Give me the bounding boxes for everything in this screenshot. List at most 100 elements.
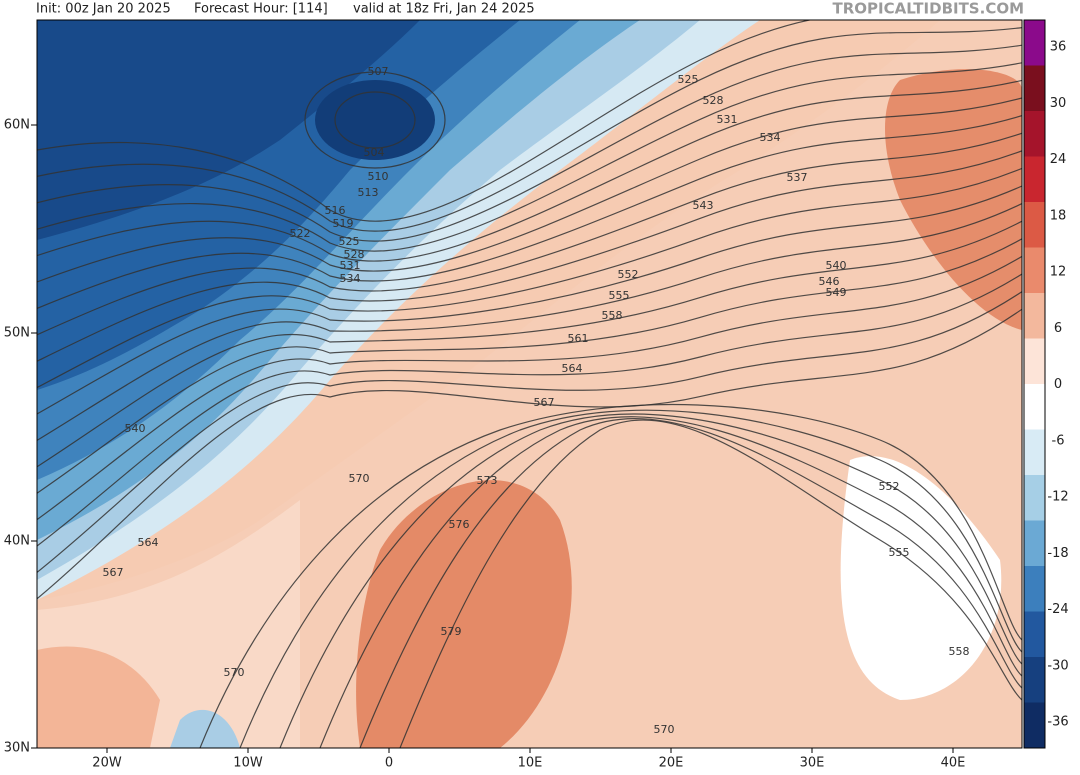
contour-label: 540 xyxy=(826,259,847,272)
colorbar-swatch xyxy=(1024,475,1045,521)
contour-label: 558 xyxy=(949,645,970,658)
contour-label: 564 xyxy=(562,362,583,375)
contour-line xyxy=(399,419,1022,748)
contour-line xyxy=(37,44,1022,242)
contour-label: 558 xyxy=(602,309,623,322)
contour-label: 549 xyxy=(826,286,847,299)
contour-label: 552 xyxy=(618,268,639,281)
colorbar-label: 36 xyxy=(1050,40,1067,55)
contour-label: 561 xyxy=(568,332,589,345)
contour-line xyxy=(319,416,1022,748)
contour-label: 570 xyxy=(349,472,370,485)
contour-line xyxy=(37,220,1022,468)
lon-label: 10W xyxy=(233,756,263,771)
contour-label: 507 xyxy=(368,65,389,78)
watermark: TROPICALTIDBITS.COM xyxy=(833,0,1025,18)
init-text: Init: 00z Jan 20 2025 xyxy=(36,2,171,17)
colorbar-swatch xyxy=(1024,111,1045,157)
colorbar-label: 6 xyxy=(1054,321,1062,336)
valid-text: valid at 18z Fri, Jan 24 2025 xyxy=(353,2,535,17)
contour-label: 525 xyxy=(339,235,360,248)
contour-line xyxy=(37,150,1022,362)
contour-line xyxy=(37,255,1022,521)
lon-label: 40E xyxy=(941,756,966,771)
contour-line xyxy=(37,185,1022,415)
colorbar-label: 12 xyxy=(1050,265,1067,280)
contour-label: 546 xyxy=(819,275,840,288)
lon-label: 20W xyxy=(92,756,122,771)
colorbar-label: 24 xyxy=(1050,152,1067,167)
colorbar-swatch xyxy=(1024,65,1045,112)
lon-label: 10E xyxy=(518,756,543,771)
contour-label: 528 xyxy=(703,94,724,107)
contour-label: 534 xyxy=(760,131,781,144)
contour-label: 576 xyxy=(449,518,470,531)
contour-line xyxy=(239,409,1022,748)
colorbar-swatch xyxy=(1024,293,1045,339)
contour-line xyxy=(37,203,1022,441)
colorbar-swatch xyxy=(1024,429,1045,476)
contour-line xyxy=(37,27,1022,232)
contour-line xyxy=(37,97,1022,283)
colorbar-label: 18 xyxy=(1050,208,1067,223)
map-area: 5075045105135165195225255285315345255285… xyxy=(37,20,1022,748)
lon-label: 20E xyxy=(659,756,684,771)
colorbar-label: 30 xyxy=(1050,96,1067,111)
colorbar-label: -36 xyxy=(1047,715,1068,730)
contour-line xyxy=(359,418,1022,748)
contour-label: 552 xyxy=(879,480,900,493)
contour-label: 504 xyxy=(364,146,385,159)
contour-label: 579 xyxy=(441,625,462,638)
contour-line xyxy=(334,91,416,149)
contour-line xyxy=(37,167,1022,389)
contour-label: 522 xyxy=(290,227,311,240)
contour-label: 570 xyxy=(654,723,675,736)
contour-label: 564 xyxy=(138,536,159,549)
contour-label: 531 xyxy=(340,259,361,272)
contour-line xyxy=(37,308,1022,600)
contour-label: 534 xyxy=(340,272,361,285)
colorbar-swatch xyxy=(1024,202,1045,248)
colorbar-swatch xyxy=(1024,247,1045,294)
colorbar-label: -24 xyxy=(1047,602,1068,617)
contour-line xyxy=(37,273,1022,547)
contour-label: 528 xyxy=(344,248,365,261)
contour-line xyxy=(37,238,1022,494)
lat-label: 50N xyxy=(4,326,30,341)
contour-line xyxy=(279,413,1022,748)
contour-line xyxy=(37,291,1022,573)
contour-line xyxy=(37,132,1022,336)
colorbar-swatch xyxy=(1024,156,1045,203)
colorbar-frame xyxy=(1023,19,1046,749)
colorbar-swatch xyxy=(1024,702,1045,749)
contour-label: 516 xyxy=(325,204,346,217)
contour-line xyxy=(304,71,446,169)
contour-line xyxy=(37,115,1022,309)
contour-line xyxy=(37,79,1022,262)
colorbar-swatch xyxy=(1024,520,1045,567)
contour-line xyxy=(37,20,813,222)
contour-label: 555 xyxy=(889,546,910,559)
colorbar-label: -12 xyxy=(1047,490,1068,505)
lat-label: 60N xyxy=(4,118,30,133)
colorbar-swatch xyxy=(1024,384,1045,430)
colorbar-swatch xyxy=(1024,657,1045,703)
forecast-hour: Forecast Hour: [114] xyxy=(194,2,328,17)
contour-label: 513 xyxy=(358,186,379,199)
colorbar-label: 0 xyxy=(1054,377,1062,392)
contour-line xyxy=(199,403,1022,748)
contour-label: 570 xyxy=(224,666,245,679)
contour-label: 573 xyxy=(477,474,498,487)
contour-line xyxy=(37,62,1022,252)
contour-label: 567 xyxy=(103,566,124,579)
contour-label: 540 xyxy=(125,422,146,435)
lat-label: 30N xyxy=(4,741,30,756)
contour-label: 555 xyxy=(609,289,630,302)
contour-label: 519 xyxy=(333,217,354,230)
lat-label: 40N xyxy=(4,534,30,549)
contour-label: 537 xyxy=(787,171,808,184)
colorbar-label: -6 xyxy=(1052,433,1065,448)
contour-label: 543 xyxy=(693,199,714,212)
colorbar-label: -18 xyxy=(1047,546,1068,561)
